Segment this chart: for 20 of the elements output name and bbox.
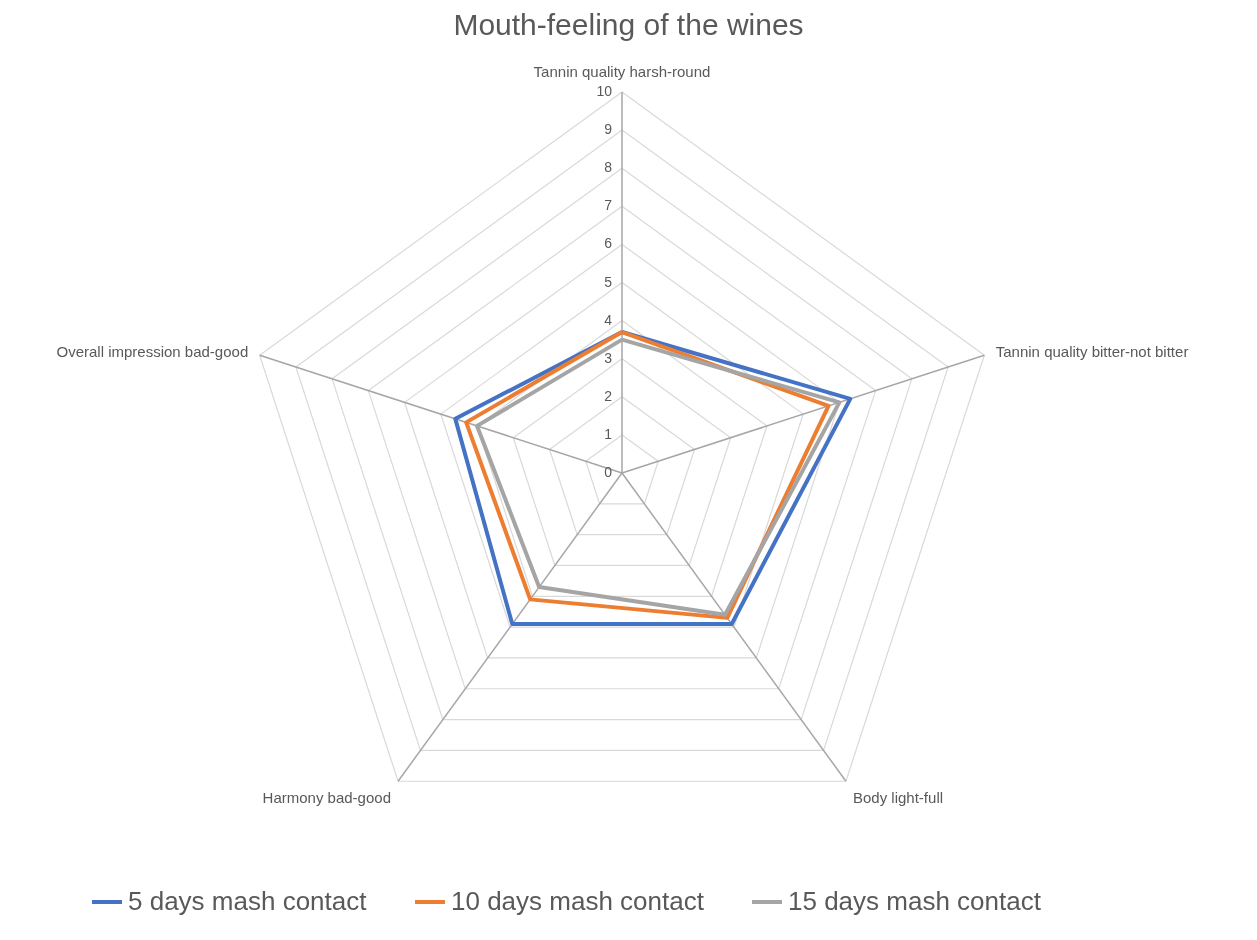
y-tick-label: 3 (604, 349, 613, 366)
legend-label: 10 days mash contact (451, 886, 705, 916)
y-tick-label: 7 (604, 197, 613, 214)
y-tick-label: 8 (604, 159, 613, 176)
y-tick-label: 9 (604, 121, 613, 138)
legend-label: 5 days mash contact (128, 886, 368, 916)
legend-label: 15 days mash contact (788, 886, 1042, 916)
y-tick-label: 4 (604, 311, 613, 328)
chart-title: Mouth-feeling of the wines (453, 8, 804, 41)
spoke-label: Harmony bad-good (262, 788, 391, 806)
spoke-label: Tannin quality harsh-round (533, 63, 711, 80)
y-tick-label: 6 (604, 235, 613, 252)
y-tick-label: 0 (604, 464, 613, 480)
spoke-label: Overall impression bad-good (56, 342, 249, 360)
spoke-label: Body light-full (853, 788, 944, 806)
y-tick-label: 10 (596, 83, 613, 99)
y-tick-label: 2 (604, 387, 613, 404)
spoke-label: Tannin quality bitter-not bitter (995, 342, 1189, 360)
y-tick-label: 1 (604, 425, 613, 442)
y-tick-label: 5 (604, 273, 613, 290)
